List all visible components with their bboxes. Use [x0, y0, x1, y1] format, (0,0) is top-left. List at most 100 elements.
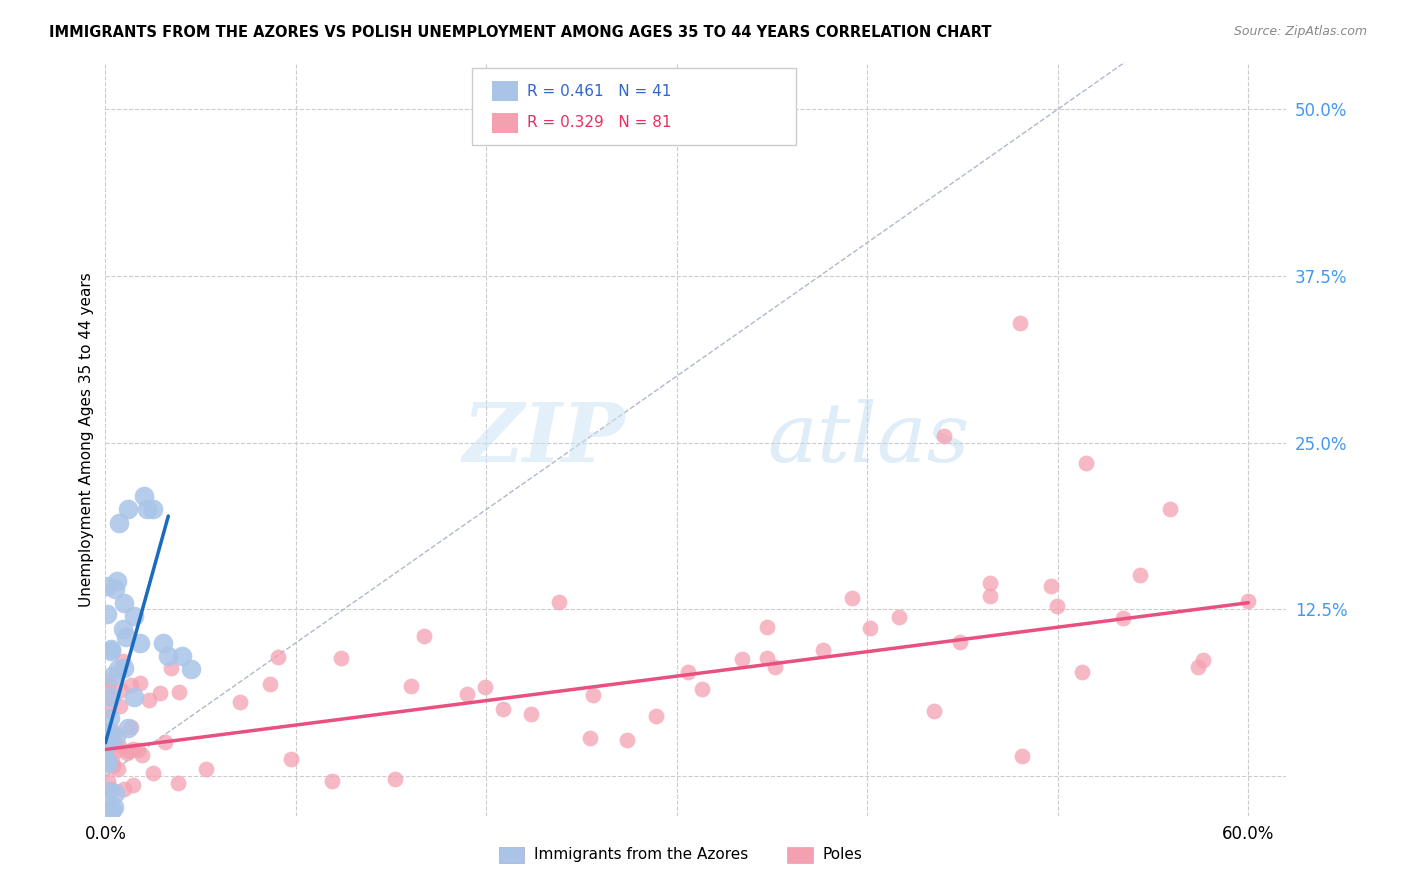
Bar: [492, 113, 517, 133]
Point: [259, 677, 281, 691]
Point: [932, 429, 955, 443]
Point: [101, 669, 124, 683]
Point: [96, 579, 118, 593]
Point: [111, 623, 134, 637]
Point: [117, 502, 139, 516]
Point: [1008, 316, 1031, 330]
Point: [100, 642, 122, 657]
Point: [103, 799, 125, 814]
Point: [108, 739, 131, 753]
Point: [98, 711, 121, 725]
Point: [112, 596, 135, 610]
Point: [180, 662, 202, 676]
Point: [330, 651, 353, 665]
Text: Source: ZipAtlas.com: Source: ZipAtlas.com: [1233, 25, 1367, 38]
Point: [142, 502, 165, 516]
Point: [96, 754, 118, 768]
Point: [129, 676, 152, 690]
Point: [979, 589, 1001, 603]
Point: [112, 654, 135, 668]
Point: [104, 786, 127, 800]
Point: [456, 687, 478, 701]
Point: [136, 502, 159, 516]
Point: [1112, 611, 1135, 625]
Point: [96, 739, 118, 753]
Text: Poles: Poles: [823, 847, 862, 862]
Point: [841, 591, 863, 606]
Point: [110, 682, 132, 697]
Point: [922, 704, 945, 718]
Point: [96, 739, 118, 753]
Point: [120, 720, 142, 734]
Point: [96, 803, 118, 817]
Point: [107, 762, 129, 776]
Point: [579, 731, 602, 746]
Point: [100, 782, 122, 797]
Point: [155, 735, 177, 749]
Point: [105, 574, 128, 588]
Point: [97, 783, 120, 797]
Point: [1191, 653, 1213, 667]
Point: [122, 778, 145, 792]
Point: [811, 643, 834, 657]
Text: Immigrants from the Azores: Immigrants from the Azores: [534, 847, 748, 862]
Point: [1129, 567, 1152, 582]
Point: [96, 703, 118, 717]
Point: [132, 489, 155, 503]
Text: R = 0.461   N = 41: R = 0.461 N = 41: [527, 84, 672, 99]
Point: [103, 730, 125, 744]
Text: atlas: atlas: [766, 400, 969, 479]
Point: [97, 756, 120, 771]
Point: [122, 690, 145, 704]
Point: [267, 650, 290, 665]
Point: [167, 775, 190, 789]
Point: [492, 702, 515, 716]
Point: [100, 690, 122, 704]
Point: [644, 709, 666, 723]
Point: [97, 673, 120, 687]
Text: ZIP: ZIP: [463, 400, 626, 479]
Point: [100, 803, 122, 817]
Point: [115, 746, 138, 760]
Point: [195, 762, 218, 776]
Point: [170, 649, 193, 664]
Point: [131, 747, 153, 762]
Point: [1187, 660, 1209, 674]
Point: [98, 803, 121, 817]
Point: [96, 725, 118, 739]
Point: [1076, 456, 1098, 470]
Point: [731, 651, 754, 665]
Point: [548, 595, 571, 609]
Point: [1159, 502, 1181, 516]
Point: [1237, 594, 1260, 608]
Point: [763, 660, 786, 674]
Point: [96, 737, 118, 751]
Text: IMMIGRANTS FROM THE AZORES VS POLISH UNEMPLOYMENT AMONG AGES 35 TO 44 YEARS CORR: IMMIGRANTS FROM THE AZORES VS POLISH UNE…: [49, 25, 991, 40]
Point: [96, 737, 118, 751]
Point: [100, 643, 122, 657]
Point: [101, 735, 124, 749]
Point: [112, 782, 135, 797]
Point: [122, 742, 145, 756]
Point: [1011, 749, 1033, 764]
Point: [756, 620, 779, 634]
Point: [128, 636, 150, 650]
Point: [152, 636, 174, 650]
Point: [280, 752, 302, 766]
Point: [96, 747, 118, 761]
Point: [97, 773, 120, 788]
Point: [160, 661, 183, 675]
Point: [107, 743, 129, 757]
Point: [401, 679, 423, 693]
Point: [413, 628, 436, 642]
Point: [107, 516, 129, 530]
Point: [474, 680, 496, 694]
Point: [97, 739, 120, 753]
Point: [142, 766, 165, 780]
Point: [138, 693, 160, 707]
Point: [97, 690, 120, 704]
Text: R = 0.329   N = 81: R = 0.329 N = 81: [527, 115, 672, 130]
Point: [117, 721, 139, 735]
Point: [105, 729, 128, 743]
Point: [127, 743, 149, 757]
